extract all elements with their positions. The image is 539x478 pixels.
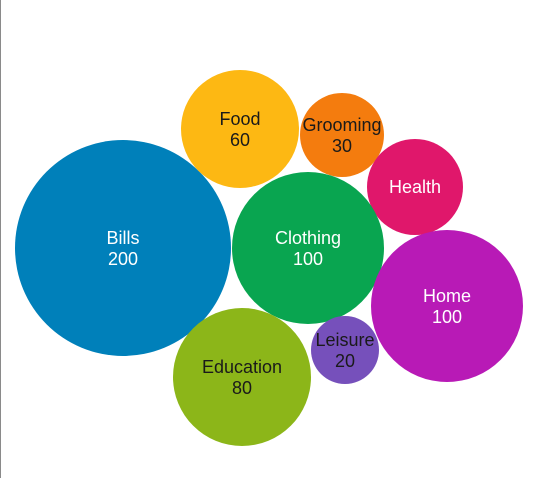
bubble-value-leisure: 20	[335, 351, 355, 371]
bubble-home[interactable]	[371, 230, 523, 382]
left-edge-divider	[0, 0, 1, 478]
bubble-value-home: 100	[432, 307, 462, 327]
bubble-label-food: Food	[219, 109, 260, 129]
bubble-value-grooming: 30	[332, 136, 352, 156]
bubble-value-food: 60	[230, 130, 250, 150]
bubble-grooming[interactable]	[300, 93, 384, 177]
bubble-label-home: Home	[423, 286, 471, 306]
bubble-label-grooming: Grooming	[302, 115, 381, 135]
bubble-clothing[interactable]	[232, 172, 384, 324]
bubble-label-health: Health	[389, 177, 441, 197]
bubble-value-bills: 200	[108, 249, 138, 269]
bubble-group: Bills200Food60Grooming30HealthClothing10…	[15, 70, 523, 446]
bubble-bills[interactable]	[15, 140, 231, 356]
bubble-label-education: Education	[202, 357, 282, 377]
bubble-label-bills: Bills	[106, 228, 139, 248]
bubble-food[interactable]	[181, 70, 299, 188]
bubble-health[interactable]	[367, 139, 463, 235]
bubble-label-clothing: Clothing	[275, 228, 341, 248]
bubble-label-leisure: Leisure	[315, 330, 374, 350]
bubble-value-education: 80	[232, 378, 252, 398]
bubble-education[interactable]	[173, 308, 311, 446]
bubble-value-clothing: 100	[293, 249, 323, 269]
bubble-leisure[interactable]	[311, 316, 379, 384]
